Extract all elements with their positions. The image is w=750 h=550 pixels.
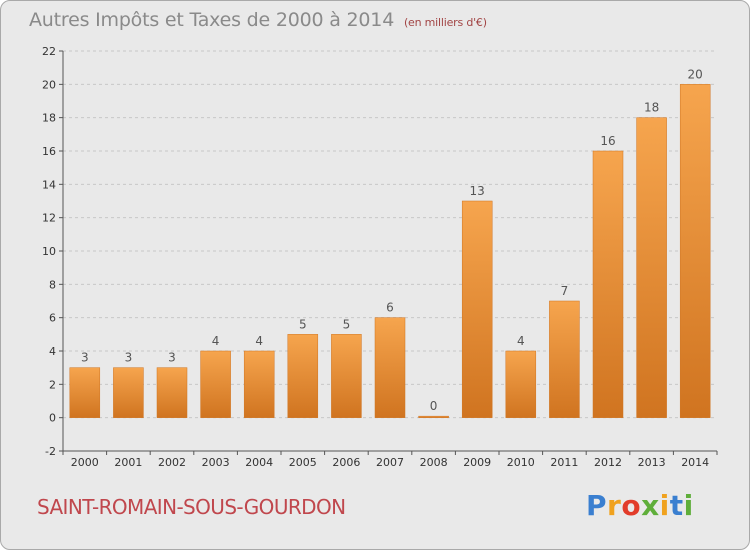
logo-letter: i	[659, 489, 670, 522]
logo-letter: i	[683, 489, 694, 522]
data-label: 7	[561, 284, 569, 298]
x-tick-label: 2001	[114, 456, 142, 469]
y-tick-label: 8	[49, 278, 56, 291]
x-tick-label: 2002	[158, 456, 186, 469]
bar	[592, 150, 624, 418]
y-tick-label: 16	[42, 145, 56, 158]
bar	[461, 200, 493, 418]
y-tick-label: 12	[42, 212, 56, 225]
bar	[636, 117, 667, 418]
data-label: 4	[517, 334, 525, 348]
y-tick-label: 18	[42, 112, 56, 125]
y-tick-label: 10	[42, 245, 56, 258]
y-tick-label: -2	[45, 445, 56, 458]
logo-letter: r	[607, 489, 622, 522]
data-label: 6	[386, 301, 394, 315]
data-label: 4	[212, 334, 220, 348]
y-tick-label: 6	[49, 312, 56, 325]
logo-letter: x	[641, 489, 660, 522]
bar	[679, 84, 711, 418]
bar	[200, 350, 231, 418]
bar	[287, 334, 319, 418]
commune-name: SAINT-ROMAIN-SOUS-GOURDON	[37, 495, 346, 519]
x-tick-label: 2000	[71, 456, 99, 469]
x-tick-label: 2010	[507, 456, 535, 469]
data-label: 5	[299, 317, 307, 331]
y-tick-label: 22	[42, 45, 56, 58]
chart-unit: (en milliers d'€)	[403, 16, 487, 29]
data-label: 18	[644, 101, 659, 115]
x-tick-label: 2007	[376, 456, 404, 469]
x-tick-label: 2008	[420, 456, 448, 469]
bar	[113, 367, 144, 418]
data-label: 16	[600, 134, 615, 148]
x-tick-label: 2006	[332, 456, 360, 469]
x-tick-label: 2004	[245, 456, 273, 469]
x-tick-label: 2014	[681, 456, 709, 469]
bar	[331, 334, 362, 418]
logo-letter: o	[621, 489, 642, 522]
x-tick-label: 2011	[550, 456, 578, 469]
data-label: 3	[125, 351, 133, 365]
chart-title: Autres Impôts et Taxes de 2000 à 2014 (e…	[29, 9, 487, 31]
data-label: 4	[255, 334, 263, 348]
logo-letter: t	[669, 489, 684, 522]
x-tick-label: 2009	[463, 456, 491, 469]
data-label: 0	[430, 399, 438, 413]
y-tick-label: 14	[42, 178, 56, 191]
bar	[374, 317, 406, 418]
x-tick-label: 2005	[289, 456, 317, 469]
proxiti-logo[interactable]: Proxiti	[586, 489, 694, 522]
bar	[243, 350, 275, 418]
logo-letter: P	[586, 489, 608, 522]
data-label: 5	[343, 317, 351, 331]
data-label: 3	[168, 351, 176, 365]
bar	[69, 367, 101, 418]
y-tick-label: 0	[49, 412, 56, 425]
data-label: 20	[688, 67, 703, 81]
chart-title-text: Autres Impôts et Taxes de 2000 à 2014	[29, 9, 395, 31]
y-tick-label: 2	[49, 378, 56, 391]
y-tick-label: 4	[49, 345, 56, 358]
bar	[418, 415, 449, 418]
data-label: 3	[81, 351, 89, 365]
bar	[505, 350, 537, 418]
x-tick-label: 2003	[202, 456, 230, 469]
x-tick-label: 2012	[594, 456, 622, 469]
bar	[549, 300, 580, 418]
x-tick-label: 2013	[638, 456, 666, 469]
data-label: 13	[470, 184, 485, 198]
y-tick-label: 20	[42, 78, 56, 91]
bar	[156, 367, 188, 418]
